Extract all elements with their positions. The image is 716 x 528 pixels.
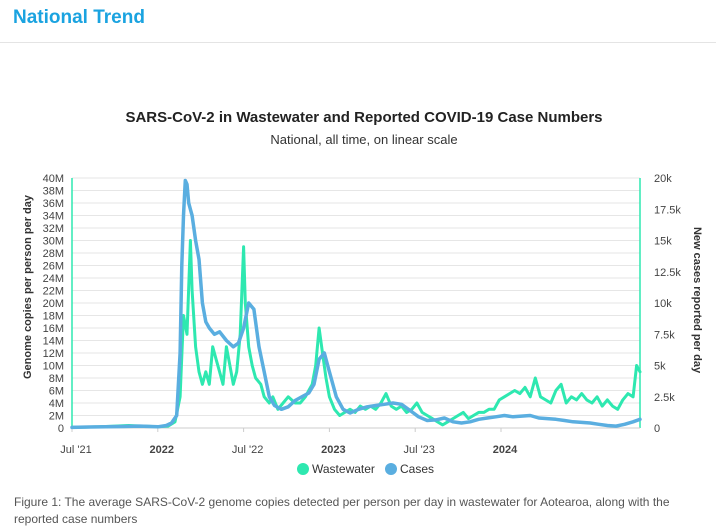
- x-tick-label: 2024: [493, 444, 518, 456]
- page-title: National Trend: [13, 7, 145, 28]
- y-left-tick-label: 22M: [43, 286, 64, 298]
- y-left-tick-label: 20M: [43, 298, 64, 310]
- y-left-tick-label: 36M: [43, 198, 64, 210]
- y-left-tick-label: 10M: [43, 361, 64, 373]
- y-left-tick-label: 38M: [43, 186, 64, 198]
- legend: Wastewater Cases: [297, 462, 434, 476]
- x-tick-label: 2022: [150, 444, 174, 456]
- y-right-tick-label: 15k: [654, 236, 672, 248]
- y-left-tick-label: 32M: [43, 223, 64, 235]
- x-tick-label: Jul '23: [403, 444, 434, 456]
- figure-caption: Figure 1: The average SARS-CoV-2 genome …: [14, 495, 670, 526]
- y-left-tick-label: 4M: [49, 398, 64, 410]
- y-right-tick-label: 5k: [654, 361, 666, 373]
- chart-title: SARS-CoV-2 in Wastewater and Reported CO…: [125, 109, 602, 126]
- y-right-tick-label: 20k: [654, 173, 672, 185]
- y-left-tick-label: 6M: [49, 386, 64, 398]
- y-right-tick-label: 12.5k: [654, 267, 681, 279]
- y-right-tick-label: 7.5k: [654, 329, 675, 341]
- y-right-tick-label: 0: [654, 423, 660, 435]
- series-line-wastewater[interactable]: [70, 239, 642, 429]
- y-left-tick-label: 24M: [43, 273, 64, 285]
- series-line-cases[interactable]: [70, 178, 642, 430]
- y-left-tick-label: 8M: [49, 373, 64, 385]
- y-left-tick-label: 40M: [43, 173, 64, 185]
- axes: 02M4M6M8M10M12M14M16M18M20M22M24M26M28M3…: [43, 173, 682, 456]
- y-right-tick-label: 10k: [654, 298, 672, 310]
- x-tick-label: 2023: [321, 444, 345, 456]
- legend-item-wastewater[interactable]: Wastewater: [297, 462, 375, 476]
- y-left-tick-label: 12M: [43, 348, 64, 360]
- x-tick-label: Jul '21: [60, 444, 91, 456]
- y-axis-right-label: New cases reported per day: [691, 227, 703, 374]
- y-left-tick-label: 16M: [43, 323, 64, 335]
- y-left-tick-label: 0: [58, 423, 64, 435]
- y-axis-left-label: Genome copies per person per day: [22, 194, 34, 379]
- y-right-tick-label: 2.5k: [654, 392, 675, 404]
- header-divider: [0, 42, 716, 43]
- y-left-tick-label: 30M: [43, 236, 64, 248]
- legend-swatch-wastewater: [297, 463, 309, 475]
- y-left-tick-label: 34M: [43, 211, 64, 223]
- y-left-tick-label: 2M: [49, 411, 64, 423]
- series-lines: [70, 178, 642, 430]
- y-left-tick-label: 18M: [43, 311, 64, 323]
- chart-subtitle: National, all time, on linear scale: [270, 132, 457, 147]
- legend-swatch-cases: [385, 463, 397, 475]
- legend-label-cases: Cases: [400, 462, 434, 476]
- y-right-tick-label: 17.5k: [654, 204, 681, 216]
- y-left-tick-label: 28M: [43, 248, 64, 260]
- legend-label-wastewater: Wastewater: [312, 462, 375, 476]
- trend-chart: SARS-CoV-2 in Wastewater and Reported CO…: [22, 109, 703, 476]
- gridlines: [72, 177, 640, 429]
- legend-item-cases[interactable]: Cases: [385, 462, 434, 476]
- y-left-tick-label: 26M: [43, 261, 64, 273]
- y-left-tick-label: 14M: [43, 336, 64, 348]
- x-tick-label: Jul '22: [232, 444, 263, 456]
